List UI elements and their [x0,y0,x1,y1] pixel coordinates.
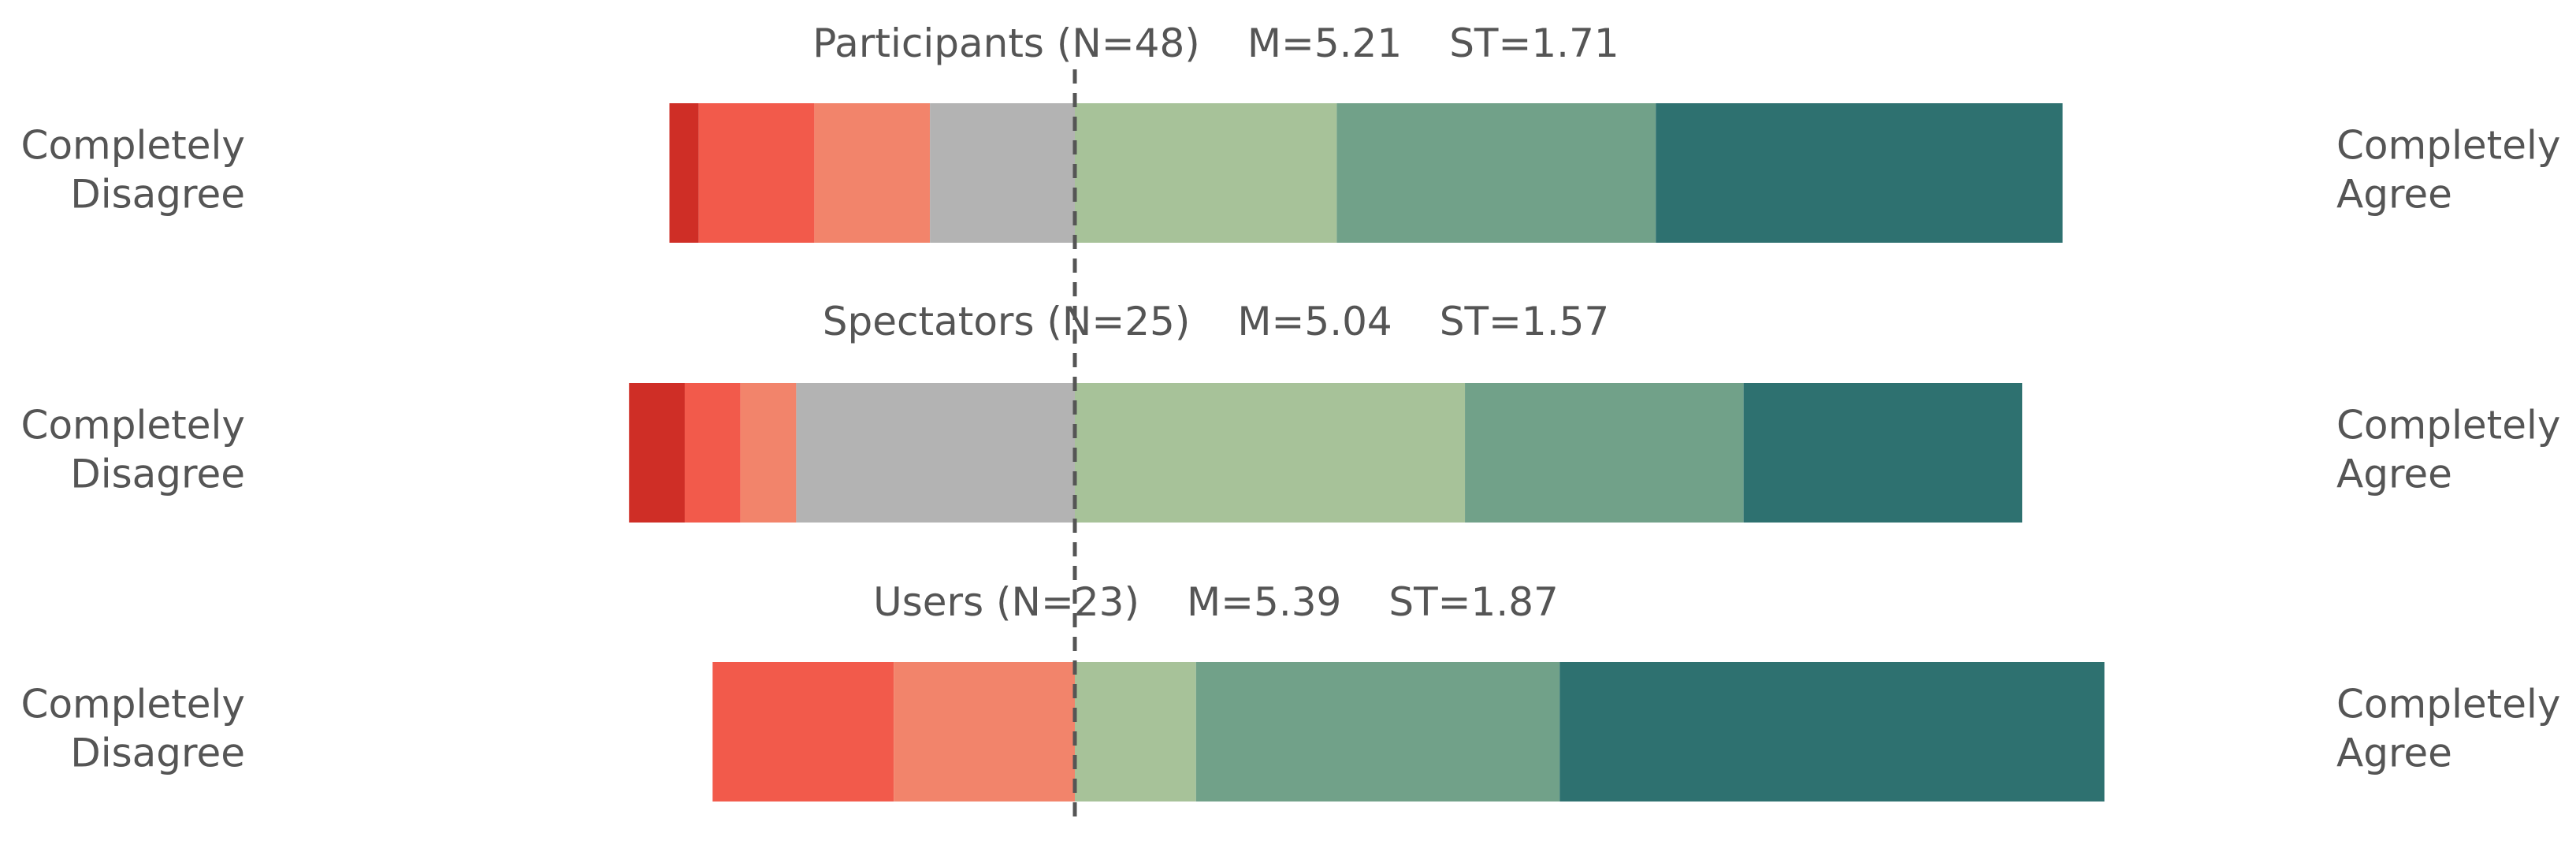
group-mean: M=5.21 [1247,20,1402,66]
group-name: Participants (N=48) [812,20,1200,66]
bar-segment [930,103,1075,243]
bar-segment [1559,662,2105,802]
group-title: Participants (N=48) M=5.21 ST=1.71 [812,20,1619,66]
group-title: Users (N=23) M=5.39 ST=1.87 [873,579,1559,625]
bar-segment [684,383,741,523]
right-label: Agree [2336,731,2452,776]
bar-segment [814,103,931,243]
bar-segment [1743,383,2023,523]
left-label: Completely [21,403,245,448]
bar-segment [1075,103,1337,243]
group-name: Users (N=23) [873,579,1139,625]
right-label: Agree [2336,452,2452,497]
left-label: Disagree [70,172,245,218]
group-mean: M=5.39 [1187,579,1341,625]
group-title: Spectators (N=25) M=5.04 ST=1.57 [823,299,1610,344]
bar-segment [1075,662,1196,802]
bar-segment [629,383,685,523]
group-sd: ST=1.87 [1388,579,1559,625]
right-label: Completely [2336,123,2560,169]
group-mean: M=5.04 [1237,299,1392,344]
bar-segment [1075,383,1466,523]
left-label: Completely [21,123,245,169]
left-label: Completely [21,682,245,727]
bar-segment [894,662,1075,802]
left-label: Disagree [70,731,245,776]
bar-segment [740,383,797,523]
right-label: Completely [2336,682,2560,727]
bar-segment [1336,103,1656,243]
right-label: Completely [2336,403,2560,448]
group-sd: ST=1.57 [1440,299,1610,344]
bar-segment [796,383,1075,523]
bar-segment [669,103,699,243]
group-name: Spectators (N=25) [823,299,1191,344]
right-label: Agree [2336,172,2452,218]
bar-segment [1195,662,1560,802]
left-label: Disagree [70,452,245,497]
bar-segment [1656,103,2063,243]
bar-segment [698,103,815,243]
bar-segment [712,662,894,802]
group-sd: ST=1.71 [1449,20,1619,66]
bar-segment [1465,383,1744,523]
